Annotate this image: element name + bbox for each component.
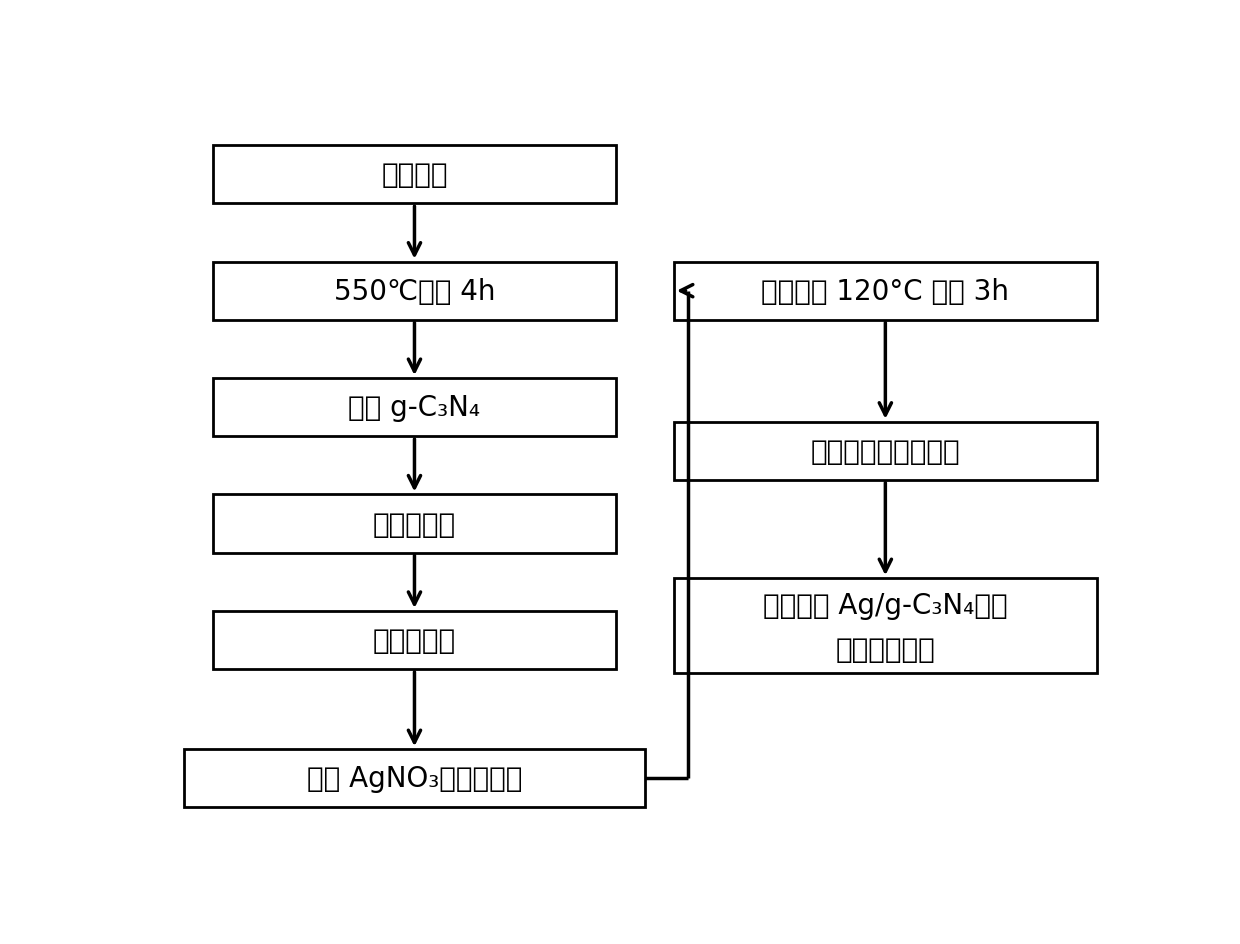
Bar <box>213 379 616 437</box>
Text: 加乙醇溶剂: 加乙醇溶剂 <box>373 510 456 538</box>
Bar <box>675 579 1096 673</box>
Bar <box>675 262 1096 320</box>
Bar <box>213 146 616 204</box>
Bar <box>213 611 616 669</box>
Text: 加入 AgNO₃溶液，搅拌: 加入 AgNO₃溶液，搅拌 <box>306 765 522 792</box>
Text: 三聚氰胺: 三聚氰胺 <box>381 161 448 189</box>
Bar <box>213 495 616 553</box>
Bar <box>213 262 616 320</box>
Bar <box>184 750 645 807</box>
Text: 浅灰色的 Ag/g-C₃N₄复合: 浅灰色的 Ag/g-C₃N₄复合 <box>763 591 1008 619</box>
Bar <box>675 422 1096 480</box>
Text: 反应釜中 120°C 加热 3h: 反应釜中 120°C 加热 3h <box>761 278 1009 305</box>
Text: 搅拌，超声: 搅拌，超声 <box>373 626 456 654</box>
Text: 可见光催化剂: 可见光催化剂 <box>836 635 935 663</box>
Text: 得到 g-C₃N₄: 得到 g-C₃N₄ <box>348 394 481 422</box>
Text: 水和乙醇洗涤，干燥: 水和乙醇洗涤，干燥 <box>811 437 960 465</box>
Text: 550℃煅烧 4h: 550℃煅烧 4h <box>334 278 495 305</box>
